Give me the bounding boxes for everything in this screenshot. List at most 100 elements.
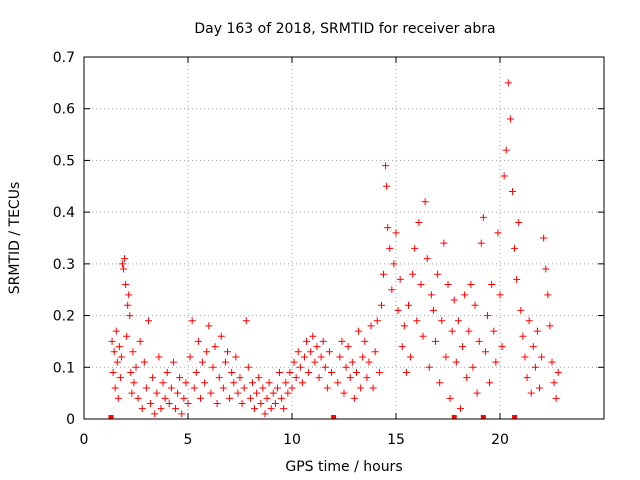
y-axis-label: SRMTID / TECUs <box>7 182 23 295</box>
gap-marker <box>480 415 486 419</box>
data-point <box>500 172 508 180</box>
data-point <box>269 389 277 397</box>
data-point <box>226 394 234 402</box>
data-point <box>169 358 177 366</box>
data-point <box>533 327 541 335</box>
data-point <box>174 389 182 397</box>
data-point <box>317 353 325 361</box>
data-point <box>149 374 157 382</box>
data-point <box>232 353 240 361</box>
data-point <box>242 317 250 325</box>
data-point <box>134 394 142 402</box>
data-point <box>147 399 155 407</box>
data-point <box>369 384 377 392</box>
data-point <box>172 405 180 413</box>
data-point <box>456 405 464 413</box>
data-point <box>128 389 136 397</box>
data-point <box>383 182 391 190</box>
data-point <box>292 374 300 382</box>
data-point <box>415 218 423 226</box>
data-point <box>261 410 269 418</box>
data-point <box>112 327 120 335</box>
y-tick-label: 0.3 <box>53 257 75 273</box>
data-point <box>502 146 510 154</box>
data-point <box>348 358 356 366</box>
x-tick-label: 0 <box>80 432 89 448</box>
data-point <box>122 281 130 289</box>
data-point <box>194 337 202 345</box>
data-point <box>144 317 152 325</box>
data-point <box>392 229 400 237</box>
data-point <box>114 394 122 402</box>
data-point <box>384 224 392 232</box>
data-point <box>550 379 558 387</box>
data-point <box>546 322 554 330</box>
data-point <box>161 394 169 402</box>
data-point <box>290 358 298 366</box>
data-point <box>536 384 544 392</box>
data-point <box>357 384 365 392</box>
data-point <box>219 384 227 392</box>
data-point <box>409 270 417 278</box>
data-point <box>334 379 342 387</box>
data-point <box>504 79 512 87</box>
data-point <box>336 353 344 361</box>
data-point <box>438 317 446 325</box>
data-point <box>303 337 311 345</box>
data-point <box>363 374 371 382</box>
data-point <box>240 384 248 392</box>
y-tick-label: 0.4 <box>53 205 75 221</box>
data-point <box>508 187 516 195</box>
data-point <box>523 374 531 382</box>
data-point <box>325 348 333 356</box>
data-point <box>251 405 259 413</box>
data-point <box>338 337 346 345</box>
data-point <box>465 327 473 335</box>
data-point <box>267 405 275 413</box>
data-point <box>481 348 489 356</box>
data-point <box>377 301 385 309</box>
y-tick-label: 0.5 <box>53 153 75 169</box>
data-point <box>390 260 398 268</box>
y-tick-label: 0.6 <box>53 102 75 118</box>
data-point <box>425 363 433 371</box>
data-point <box>205 322 213 330</box>
data-point <box>519 332 527 340</box>
data-point <box>203 348 211 356</box>
data-point <box>121 255 129 263</box>
data-point <box>432 337 440 345</box>
data-point <box>454 317 462 325</box>
data-point <box>273 384 281 392</box>
data-point <box>120 265 128 273</box>
data-point <box>108 337 116 345</box>
gap-marker <box>331 415 337 419</box>
data-point <box>236 374 244 382</box>
data-point <box>153 389 161 397</box>
data-point <box>411 244 419 252</box>
data-point <box>427 291 435 299</box>
data-point <box>255 374 263 382</box>
data-point <box>117 353 125 361</box>
data-point <box>402 368 410 376</box>
data-point <box>388 286 396 294</box>
data-point <box>531 363 539 371</box>
data-point <box>215 374 223 382</box>
data-point <box>552 394 560 402</box>
data-point <box>461 291 469 299</box>
data-point <box>188 317 196 325</box>
data-point <box>298 379 306 387</box>
data-point <box>540 234 548 242</box>
data-point <box>142 384 150 392</box>
gap-marker <box>451 415 457 419</box>
data-point <box>484 312 492 320</box>
data-point <box>319 337 327 345</box>
data-point <box>344 343 352 351</box>
x-tick-label: 15 <box>387 432 405 448</box>
data-point <box>515 218 523 226</box>
data-point <box>444 281 452 289</box>
data-point <box>259 384 267 392</box>
data-point <box>123 332 131 340</box>
data-point <box>207 389 215 397</box>
data-point <box>253 389 261 397</box>
